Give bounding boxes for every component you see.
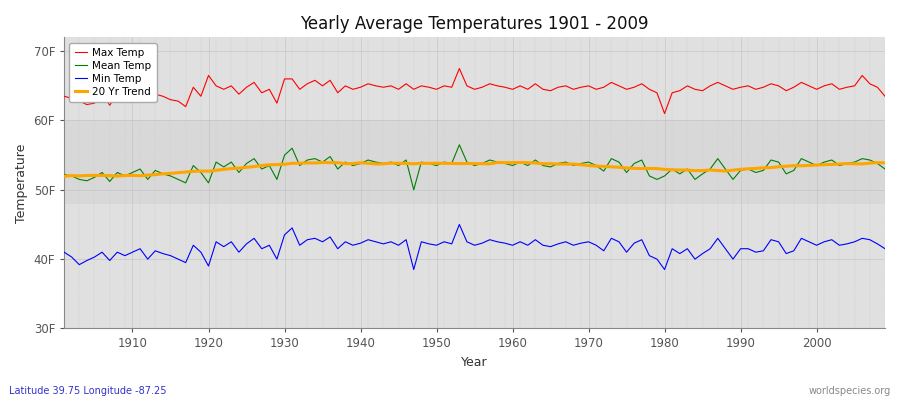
Min Temp xyxy=(58,250,69,254)
Mean Temp xyxy=(515,160,526,164)
20 Yr Trend xyxy=(515,160,526,165)
Min Temp xyxy=(454,222,464,227)
Line: Max Temp: Max Temp xyxy=(64,68,885,114)
Mean Temp xyxy=(614,160,625,164)
Min Temp xyxy=(332,246,343,251)
Legend: Max Temp, Mean Temp, Min Temp, 20 Yr Trend: Max Temp, Mean Temp, Min Temp, 20 Yr Tre… xyxy=(69,42,157,102)
Bar xyxy=(64,204,885,328)
Mean Temp xyxy=(879,167,890,172)
Max Temp xyxy=(606,80,616,85)
Max Temp xyxy=(332,90,343,95)
20 Yr Trend xyxy=(500,160,510,165)
Max Temp xyxy=(515,84,526,88)
Text: worldspecies.org: worldspecies.org xyxy=(809,386,891,396)
Y-axis label: Temperature: Temperature xyxy=(15,143,28,222)
Mean Temp xyxy=(409,188,419,192)
Bar xyxy=(64,120,885,204)
Line: 20 Yr Trend: 20 Yr Trend xyxy=(64,162,885,176)
Max Temp xyxy=(507,87,517,92)
Line: Mean Temp: Mean Temp xyxy=(64,145,885,190)
Min Temp xyxy=(120,253,130,258)
Min Temp xyxy=(409,267,419,272)
20 Yr Trend xyxy=(606,164,616,169)
20 Yr Trend xyxy=(879,160,890,165)
Max Temp xyxy=(879,94,890,99)
Max Temp xyxy=(287,76,298,81)
Mean Temp xyxy=(454,142,464,147)
Title: Yearly Average Temperatures 1901 - 2009: Yearly Average Temperatures 1901 - 2009 xyxy=(301,15,649,33)
20 Yr Trend xyxy=(507,160,517,165)
20 Yr Trend xyxy=(287,161,298,166)
Max Temp xyxy=(659,111,670,116)
Max Temp xyxy=(58,94,69,99)
Min Temp xyxy=(614,239,625,244)
Text: Latitude 39.75 Longitude -87.25: Latitude 39.75 Longitude -87.25 xyxy=(9,386,166,396)
20 Yr Trend xyxy=(120,173,130,178)
Min Temp xyxy=(515,239,526,244)
20 Yr Trend xyxy=(332,160,343,165)
Mean Temp xyxy=(522,163,533,168)
Max Temp xyxy=(120,97,130,102)
Mean Temp xyxy=(332,167,343,172)
Max Temp xyxy=(454,66,464,71)
Min Temp xyxy=(287,226,298,230)
Mean Temp xyxy=(287,146,298,151)
X-axis label: Year: Year xyxy=(461,356,488,369)
Bar xyxy=(64,37,885,120)
Mean Temp xyxy=(120,174,130,178)
Min Temp xyxy=(522,243,533,248)
Mean Temp xyxy=(58,172,69,177)
Line: Min Temp: Min Temp xyxy=(64,224,885,270)
20 Yr Trend xyxy=(58,174,69,179)
Min Temp xyxy=(879,246,890,251)
